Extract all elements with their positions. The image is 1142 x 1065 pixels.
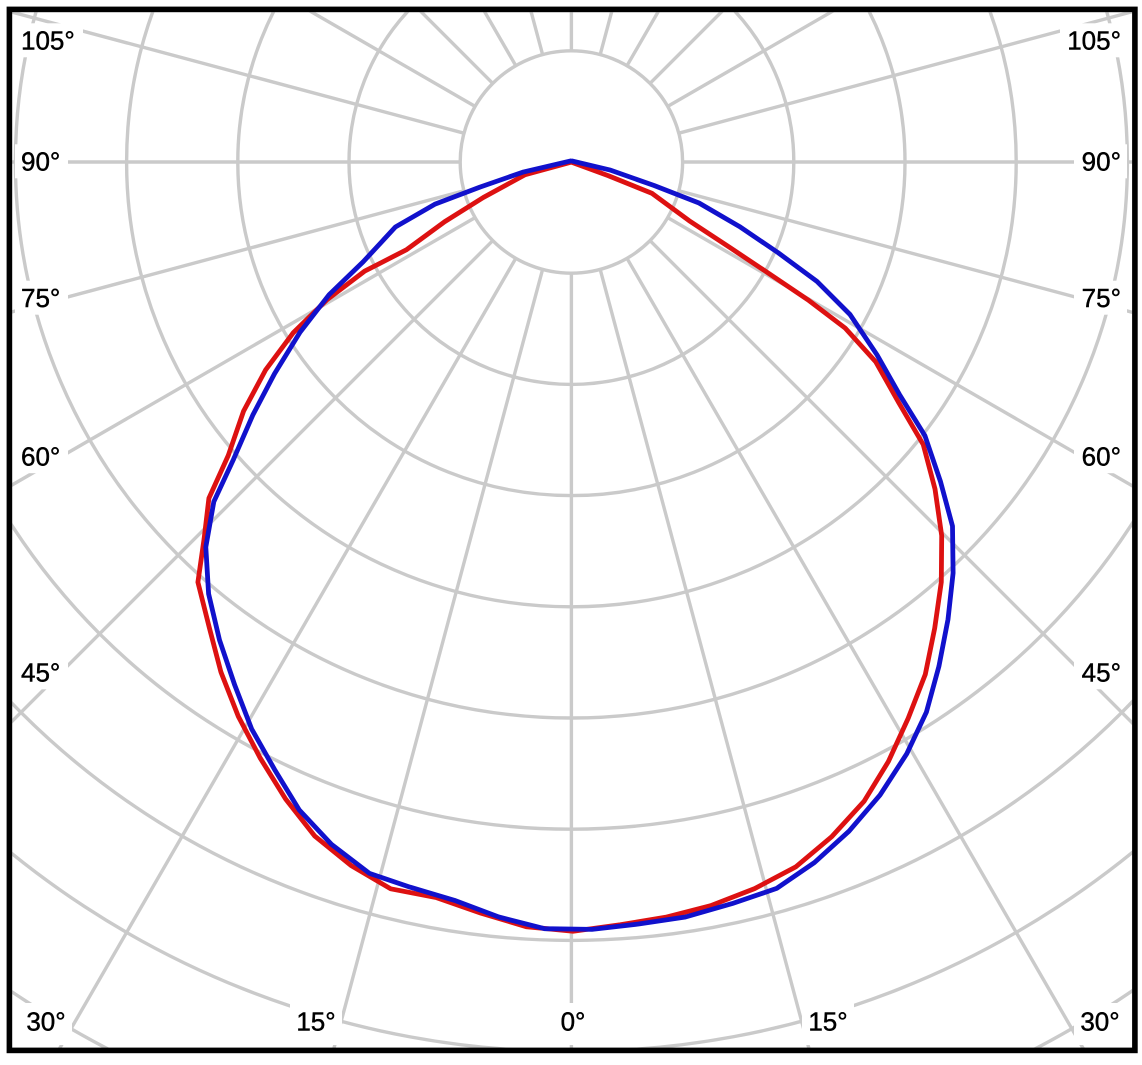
svg-text:75°: 75° <box>1082 283 1121 313</box>
svg-text:15°: 15° <box>808 1007 847 1037</box>
svg-text:90°: 90° <box>1082 147 1121 177</box>
svg-text:45°: 45° <box>21 658 60 688</box>
svg-text:45°: 45° <box>1082 658 1121 688</box>
svg-text:30°: 30° <box>1080 1007 1119 1037</box>
svg-text:90°: 90° <box>21 147 60 177</box>
svg-text:30°: 30° <box>26 1007 65 1037</box>
svg-text:0°: 0° <box>561 1007 586 1037</box>
svg-text:60°: 60° <box>1082 441 1121 471</box>
svg-text:15°: 15° <box>296 1007 335 1037</box>
svg-text:105°: 105° <box>1067 26 1121 56</box>
svg-text:105°: 105° <box>21 26 75 56</box>
svg-text:60°: 60° <box>21 441 60 471</box>
svg-text:75°: 75° <box>21 283 60 313</box>
